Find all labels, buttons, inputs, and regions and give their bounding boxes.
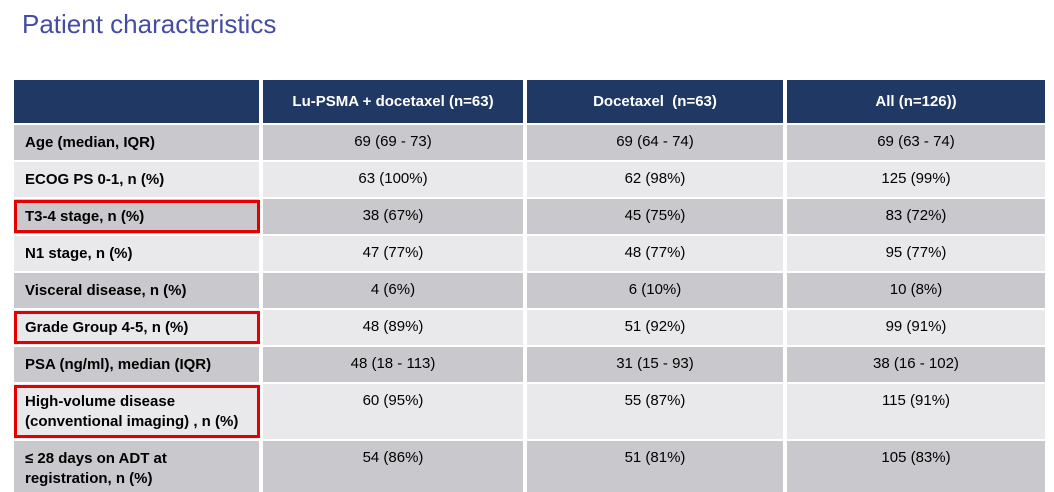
value-cell: 69 (63 - 74) xyxy=(783,123,1049,162)
value-cell: 55 (87%) xyxy=(523,382,787,441)
value-cell: 69 (69 - 73) xyxy=(259,123,527,162)
row-label: PSA (ng/ml), median (IQR) xyxy=(10,345,263,384)
header-cell-all: All (n=126)) xyxy=(783,78,1049,125)
header-cell-lu-psma-docetaxel: Lu-PSMA + docetaxel (n=63) xyxy=(259,78,527,125)
value-cell: 60 (95%) xyxy=(259,382,527,441)
table-row-grade-group: Grade Group 4-5, n (%) 48 (89%) 51 (92%)… xyxy=(10,308,1049,347)
value-cell: 10 (8%) xyxy=(783,271,1049,310)
value-cell: 51 (92%) xyxy=(523,308,787,347)
value-cell: 4 (6%) xyxy=(259,271,527,310)
row-label: Age (median, IQR) xyxy=(10,123,263,162)
table-row-high-volume-disease: High-volume disease (conventional imagin… xyxy=(10,382,1049,441)
row-label: High-volume disease (conventional imagin… xyxy=(10,382,263,441)
value-cell: 47 (77%) xyxy=(259,234,527,273)
table-header-row: Lu-PSMA + docetaxel (n=63) Docetaxel (n=… xyxy=(10,78,1049,125)
table-row-age: Age (median, IQR) 69 (69 - 73) 69 (64 - … xyxy=(10,123,1049,162)
value-cell: 45 (75%) xyxy=(523,197,787,236)
value-cell: 105 (83%) xyxy=(783,438,1049,492)
header-cell-docetaxel: Docetaxel (n=63) xyxy=(523,78,787,125)
value-cell: 95 (77%) xyxy=(783,234,1049,273)
value-cell: 38 (16 - 102) xyxy=(783,345,1049,384)
row-label-text: T3-4 stage, n (%) xyxy=(25,208,145,225)
table-row-adt-days: ≤ 28 days on ADT at registration, n (%) … xyxy=(10,438,1049,492)
value-cell: 51 (81%) xyxy=(523,438,787,492)
row-label: Grade Group 4-5, n (%) xyxy=(10,308,263,347)
row-label: Visceral disease, n (%) xyxy=(10,271,263,310)
table-row-t3-4-stage: T3-4 stage, n (%) 38 (67%) 45 (75%) 83 (… xyxy=(10,197,1049,236)
value-cell: 6 (10%) xyxy=(523,271,787,310)
value-cell: 31 (15 - 93) xyxy=(523,345,787,384)
value-cell: 125 (99%) xyxy=(783,160,1049,199)
value-cell: 48 (18 - 113) xyxy=(259,345,527,384)
table-row-psa: PSA (ng/ml), median (IQR) 48 (18 - 113) … xyxy=(10,345,1049,384)
row-label: N1 stage, n (%) xyxy=(10,234,263,273)
table-row-visceral-disease: Visceral disease, n (%) 4 (6%) 6 (10%) 1… xyxy=(10,271,1049,310)
row-label: T3-4 stage, n (%) xyxy=(10,197,263,236)
row-label: ≤ 28 days on ADT at registration, n (%) xyxy=(10,438,263,492)
value-cell: 38 (67%) xyxy=(259,197,527,236)
value-cell: 115 (91%) xyxy=(783,382,1049,441)
value-cell: 99 (91%) xyxy=(783,308,1049,347)
value-cell: 48 (77%) xyxy=(523,234,787,273)
value-cell: 69 (64 - 74) xyxy=(523,123,787,162)
table-row-ecog: ECOG PS 0-1, n (%) 63 (100%) 62 (98%) 12… xyxy=(10,160,1049,199)
table-row-n1-stage: N1 stage, n (%) 47 (77%) 48 (77%) 95 (77… xyxy=(10,234,1049,273)
patient-characteristics-table: Lu-PSMA + docetaxel (n=63) Docetaxel (n=… xyxy=(10,78,1049,492)
value-cell: 62 (98%) xyxy=(523,160,787,199)
row-label-text: High-volume disease (conventional imagin… xyxy=(25,393,239,431)
value-cell: 63 (100%) xyxy=(259,160,527,199)
row-label-text: Grade Group 4-5, n (%) xyxy=(25,319,189,336)
header-cell-empty xyxy=(10,78,263,125)
value-cell: 48 (89%) xyxy=(259,308,527,347)
value-cell: 54 (86%) xyxy=(259,438,527,492)
row-label: ECOG PS 0-1, n (%) xyxy=(10,160,263,199)
value-cell: 83 (72%) xyxy=(783,197,1049,236)
page-title: Patient characteristics xyxy=(22,9,277,39)
